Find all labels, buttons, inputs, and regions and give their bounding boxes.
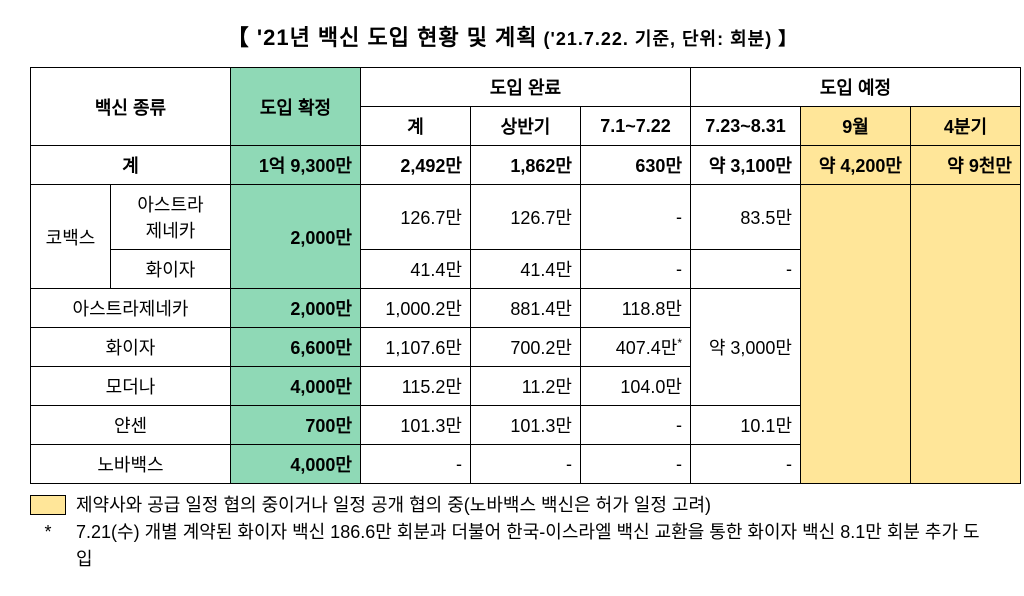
cell: 881.4만 bbox=[471, 289, 581, 328]
cell: 1,107.6만 bbox=[361, 328, 471, 367]
asterisk-marker-icon: * bbox=[30, 519, 66, 546]
sub-novavax: 노바백스 bbox=[31, 445, 231, 484]
cell: 41.4만 bbox=[361, 250, 471, 289]
cell: 118.8만 bbox=[581, 289, 691, 328]
plan-q4-merged bbox=[911, 185, 1021, 484]
hdr-planned-p2: 9월 bbox=[801, 107, 911, 146]
pfizer-p2-val: 407.4만 bbox=[616, 338, 678, 358]
hdr-arrived-total: 계 bbox=[361, 107, 471, 146]
sub-moderna: 모더나 bbox=[31, 367, 231, 406]
cell: - bbox=[691, 250, 801, 289]
cell: 1,000.2만 bbox=[361, 289, 471, 328]
plan-sep-merged bbox=[801, 185, 911, 484]
table-row: 코백스 아스트라 제네카 2,000만 126.7만 126.7만 - 83.5… bbox=[31, 185, 1021, 250]
az-confirmed: 2,000만 bbox=[231, 289, 361, 328]
cell: - bbox=[361, 445, 471, 484]
sub-az-direct: 아스트라제네카 bbox=[31, 289, 231, 328]
novavax-confirmed: 4,000만 bbox=[231, 445, 361, 484]
title-main: 【 '21년 백신 도입 현황 및 계획 bbox=[227, 25, 538, 50]
vaccine-table: 백신 종류 도입 확정 도입 완료 도입 예정 계 상반기 7.1~7.22 7… bbox=[30, 67, 1021, 484]
totals-arr-p2: 630만 bbox=[581, 146, 691, 185]
sub-az: 아스트라 제네카 bbox=[111, 185, 231, 250]
cell: - bbox=[581, 250, 691, 289]
cell: - bbox=[581, 185, 691, 250]
totals-arr-h1: 1,862만 bbox=[471, 146, 581, 185]
hdr-planned-p3: 4분기 bbox=[911, 107, 1021, 146]
janssen-confirmed: 700만 bbox=[231, 406, 361, 445]
group-covax: 코백스 bbox=[31, 185, 111, 289]
footnote-block: 제약사와 공급 일정 협의 중이거나 일정 공개 협의 중(노바백스 백신은 허… bbox=[30, 492, 994, 573]
hdr-vaccine-type: 백신 종류 bbox=[31, 68, 231, 146]
totals-arr-total: 2,492만 bbox=[361, 146, 471, 185]
totals-plan-p2: 약 4,200만 bbox=[801, 146, 911, 185]
hdr-planned: 도입 예정 bbox=[691, 68, 1021, 107]
page-title: 【 '21년 백신 도입 현황 및 계획 ('21.7.22. 기준, 단위: … bbox=[30, 20, 994, 52]
moderna-confirmed: 4,000만 bbox=[231, 367, 361, 406]
cell: - bbox=[691, 445, 801, 484]
cell: 104.0만 bbox=[581, 367, 691, 406]
cell: - bbox=[581, 406, 691, 445]
footnote-1: 제약사와 공급 일정 협의 중이거나 일정 공개 협의 중(노바백스 백신은 허… bbox=[30, 492, 994, 519]
cell: 10.1만 bbox=[691, 406, 801, 445]
hdr-arrived-h1: 상반기 bbox=[471, 107, 581, 146]
footnote-2-text: 7.21(수) 개별 계약된 화이자 백신 186.6만 회분과 더불어 한국-… bbox=[76, 519, 994, 573]
hdr-arrived-p2: 7.1~7.22 bbox=[581, 107, 691, 146]
cell: 101.3만 bbox=[361, 406, 471, 445]
cell: 11.2만 bbox=[471, 367, 581, 406]
sub-janssen: 얀센 bbox=[31, 406, 231, 445]
totals-label: 계 bbox=[31, 146, 231, 185]
legend-yellow-icon bbox=[30, 495, 66, 515]
header-row-1: 백신 종류 도입 확정 도입 완료 도입 예정 bbox=[31, 68, 1021, 107]
pfizer-confirmed: 6,600만 bbox=[231, 328, 361, 367]
sub-pfizer-covax: 화이자 bbox=[111, 250, 231, 289]
merged-plan-3000: 약 3,000만 bbox=[691, 289, 801, 406]
cell: - bbox=[581, 445, 691, 484]
sub-pfizer: 화이자 bbox=[31, 328, 231, 367]
cell: 101.3만 bbox=[471, 406, 581, 445]
hdr-confirmed: 도입 확정 bbox=[231, 68, 361, 146]
cell: 41.4만 bbox=[471, 250, 581, 289]
cell: 700.2만 bbox=[471, 328, 581, 367]
footnote-2: * 7.21(수) 개별 계약된 화이자 백신 186.6만 회분과 더불어 한… bbox=[30, 519, 994, 573]
hdr-planned-p1: 7.23~8.31 bbox=[691, 107, 801, 146]
covax-confirmed: 2,000만 bbox=[231, 185, 361, 289]
asterisk-icon: * bbox=[677, 336, 682, 350]
title-sub: ('21.7.22. 기준, 단위: 회분) 】 bbox=[538, 29, 798, 49]
hdr-arrived: 도입 완료 bbox=[361, 68, 691, 107]
cell: - bbox=[471, 445, 581, 484]
footnote-1-text: 제약사와 공급 일정 협의 중이거나 일정 공개 협의 중(노바백스 백신은 허… bbox=[76, 492, 711, 519]
cell: 126.7만 bbox=[361, 185, 471, 250]
totals-row: 계 1억 9,300만 2,492만 1,862만 630만 약 3,100만 … bbox=[31, 146, 1021, 185]
cell: 83.5만 bbox=[691, 185, 801, 250]
cell: 115.2만 bbox=[361, 367, 471, 406]
totals-plan-p1: 약 3,100만 bbox=[691, 146, 801, 185]
totals-plan-p3: 약 9천만 bbox=[911, 146, 1021, 185]
cell: 126.7만 bbox=[471, 185, 581, 250]
totals-confirmed: 1억 9,300만 bbox=[231, 146, 361, 185]
pfizer-p2: 407.4만* bbox=[581, 328, 691, 367]
